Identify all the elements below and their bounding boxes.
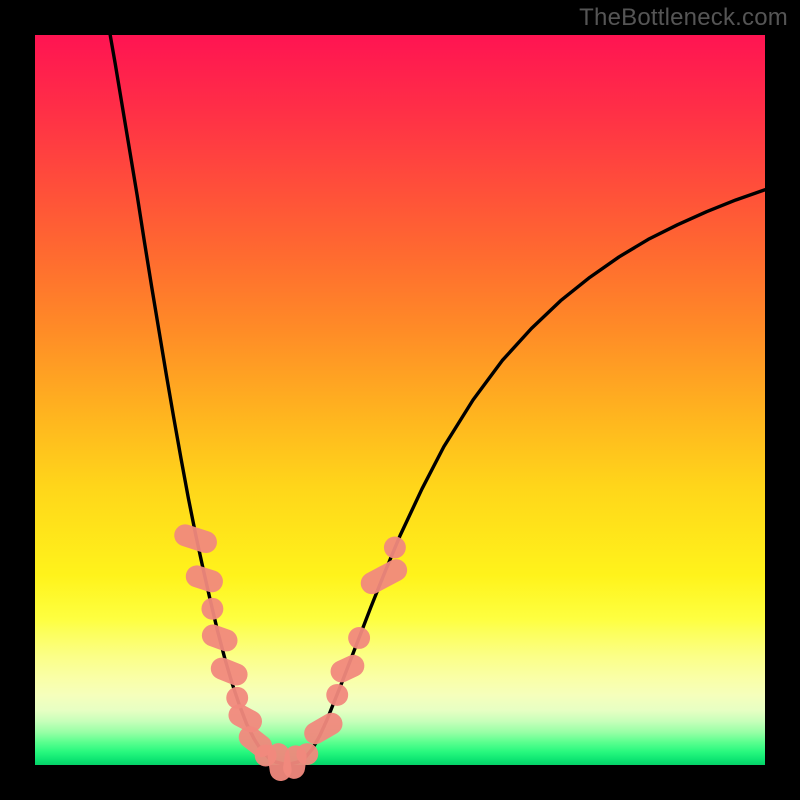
marker-dot (326, 684, 348, 706)
chart-svg (0, 0, 800, 800)
marker-dot (384, 537, 406, 559)
frame-right (765, 0, 800, 800)
frame-bottom (0, 765, 800, 800)
marker-dot (201, 598, 223, 620)
chart-stage: TheBottleneck.com (0, 0, 800, 800)
marker-dot (348, 627, 370, 649)
frame-left (0, 0, 35, 800)
watermark-text: TheBottleneck.com (579, 4, 788, 32)
plot-background (35, 35, 765, 765)
marker-dot (296, 743, 318, 765)
